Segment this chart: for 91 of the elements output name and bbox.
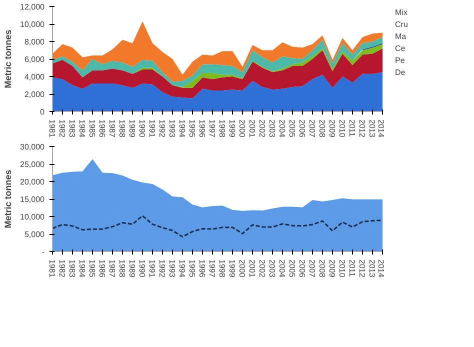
x-tick-label: 2013 (368, 120, 376, 138)
x-tick-label: 2004 (278, 260, 286, 278)
x-tick-label: 1997 (208, 260, 216, 278)
x-tick-label: 2014 (376, 260, 386, 278)
x-tick-label: 1986 (98, 120, 106, 138)
x-tick-label: 2012 (358, 260, 366, 278)
x-tick-label: 1981 (48, 260, 56, 278)
x-tick-label: 2008 (318, 120, 326, 138)
x-tick-label: 1992 (158, 260, 166, 278)
x-tick-label: 2009 (328, 260, 336, 278)
y-tick-label: - (42, 248, 45, 256)
series-label: Cru (395, 20, 409, 29)
x-tick-label: 1993 (168, 260, 176, 278)
x-tick-label: 2005 (288, 120, 296, 138)
x-tick-label: 1997 (208, 120, 216, 138)
x-tick-label: 1996 (198, 120, 206, 138)
series-label: Pe (395, 56, 406, 65)
x-tick-label: 2009 (328, 120, 336, 138)
x-tick-label: 1995 (188, 120, 196, 138)
x-tick-label: 2003 (268, 120, 276, 138)
x-tick-label: 2007 (308, 260, 316, 278)
x-tick-label: 1989 (128, 120, 136, 138)
x-tick-label: 2014 (376, 120, 386, 138)
y-tick-label: 8,000 (24, 38, 46, 46)
x-tick-label: 1982 (58, 120, 66, 138)
x-tick-label: 2007 (308, 120, 316, 138)
x-tick-label: 1989 (128, 260, 136, 278)
y-axis-title: Metric tonnes (3, 30, 14, 88)
x-tick-label: 1991 (148, 260, 156, 278)
x-tick-label: 1993 (168, 120, 176, 138)
y-tick-label: 25,000 (20, 160, 46, 169)
x-tick-label: 1985 (88, 120, 96, 138)
x-tick-label: 2000 (238, 120, 246, 138)
x-tick-label: 2010 (338, 120, 346, 138)
x-tick-label: 1988 (118, 260, 126, 278)
x-tick-label: 1991 (148, 120, 156, 138)
x-tick-label: 2004 (278, 120, 286, 138)
y-tick-label: 5,000 (24, 230, 46, 239)
y-tick-label: 12,000 (20, 2, 46, 12)
x-tick-label: 1988 (118, 120, 126, 138)
x-tick-label: 2002 (258, 260, 266, 278)
y-tick-label: 0 (40, 108, 46, 116)
y-tick-label: 10,000 (20, 20, 46, 29)
x-tick-label: 1983 (68, 120, 76, 138)
x-tick-label: 1995 (188, 260, 196, 278)
x-tick-label: 1984 (78, 260, 86, 278)
y-tick-label: 4,000 (24, 72, 46, 82)
x-tick-label: 1998 (218, 260, 226, 278)
x-tick-label: 2002 (258, 120, 266, 138)
x-tick-label: 1990 (138, 120, 146, 138)
x-tick-label: 1994 (178, 120, 186, 138)
x-tick-label: 2012 (358, 120, 366, 138)
x-tick-label: 2003 (268, 260, 276, 278)
x-tick-label: 1984 (78, 120, 86, 138)
x-tick-label: 2005 (288, 260, 296, 278)
series-label: De (395, 68, 406, 77)
x-tick-label: 1987 (108, 120, 116, 138)
x-tick-label: 1990 (138, 260, 146, 278)
x-tick-label: 2006 (298, 260, 306, 278)
x-tick-label: 2001 (248, 120, 256, 138)
y-tick-label: 20,000 (20, 178, 46, 186)
x-tick-label: 1986 (98, 260, 106, 278)
series-label: Ma (395, 32, 408, 41)
x-tick-label: 1987 (108, 260, 116, 278)
x-tick-label: 1981 (48, 120, 56, 138)
line-series (52, 215, 382, 238)
y-tick-label: 6,000 (24, 55, 46, 64)
y-tick-label: 10,000 (20, 212, 46, 222)
x-tick-label: 2006 (298, 120, 306, 138)
x-tick-label: 1992 (158, 120, 166, 138)
y-axis-title: Metric tonnes (3, 170, 14, 228)
y-tick-label: 2,000 (24, 90, 46, 99)
x-tick-label: 2010 (338, 260, 346, 278)
x-tick-label: 1982 (58, 260, 66, 278)
x-tick-label: 2011 (348, 120, 356, 138)
x-tick-label: 1999 (228, 120, 236, 138)
x-tick-label: 1999 (228, 260, 236, 278)
x-tick-label: 2008 (318, 260, 326, 278)
x-tick-label: 1998 (218, 120, 226, 138)
x-tick-label: 1985 (88, 260, 96, 278)
x-tick-label: 1983 (68, 260, 76, 278)
text: Mix (395, 8, 408, 17)
x-tick-label: 2000 (238, 260, 246, 278)
x-tick-label: 2011 (348, 260, 356, 278)
x-tick-label: 2001 (248, 260, 256, 278)
series-label: Ce (395, 44, 406, 53)
x-tick-label: 1994 (178, 260, 186, 278)
x-tick-label: 1996 (198, 260, 206, 278)
y-tick-label: 30,000 (20, 142, 46, 152)
x-tick-label: 2013 (368, 260, 376, 278)
y-tick-label: 15,000 (20, 195, 46, 204)
